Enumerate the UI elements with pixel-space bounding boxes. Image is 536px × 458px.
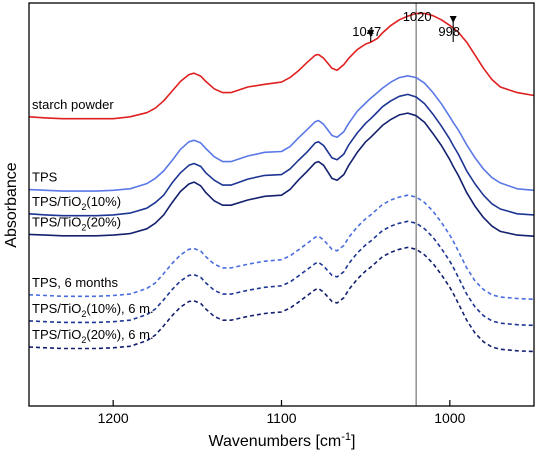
x-axis-ticks: 1200 1100 1000 <box>98 400 466 426</box>
series-line-tps-tio2-10 <box>28 93 535 217</box>
x-axis-label-superscript: -1 <box>341 431 351 443</box>
series-label-tps-tio2-10-6-m: TPS/TiO2(10%), 6 m. <box>32 301 154 319</box>
series-label-part: TPS/TiO <box>32 194 81 209</box>
series-label-part: 2 <box>81 222 86 232</box>
series-label-part: (10%) <box>86 194 121 209</box>
series-label-part: 2 <box>81 309 86 319</box>
series-line-tps-tio2-20 <box>28 112 535 237</box>
series-label-starch-powder: starch powder <box>32 97 114 112</box>
series-line-tps-tio2-20-6-m <box>28 246 535 353</box>
series-label-part: 2 <box>81 335 86 345</box>
x-tick-label: 1100 <box>266 410 296 426</box>
series-label-part: TPS/TiO <box>32 301 81 316</box>
series-label-part: (10%), 6 m. <box>86 301 153 316</box>
x-axis-label: Wavenumbers [cm-1] <box>208 431 355 450</box>
series-label-part: (20%) <box>86 214 121 229</box>
series-label-tps-6-months: TPS, 6 months <box>32 275 118 290</box>
plot-lines <box>28 3 535 406</box>
peak-label-1047: 1047 <box>352 24 381 39</box>
series-label-part: starch powder <box>32 97 114 112</box>
x-axis-label-end: ] <box>351 433 355 450</box>
series-label-part: TPS/TiO <box>32 327 81 342</box>
series-label-tps-tio2-10: TPS/TiO2(10%) <box>32 194 121 212</box>
series-line-starch-powder <box>28 12 535 120</box>
series-label-part: 2 <box>81 202 86 212</box>
series-labels: starch powderTPSTPS/TiO2(10%)TPS/TiO2(20… <box>32 97 154 345</box>
series-label-part: (20%), 6 m. <box>86 327 153 342</box>
series-label-part: TPS, 6 months <box>32 275 118 290</box>
peak-label-998: 998 <box>438 24 460 39</box>
peak-arrowhead-998 <box>449 16 457 24</box>
series-label-tps: TPS <box>32 170 58 185</box>
series-line-tps-6-months <box>28 194 535 301</box>
series-label-part: TPS <box>32 170 58 185</box>
series-label-tps-tio2-20: TPS/TiO2(20%) <box>32 214 121 232</box>
series-line-tps <box>28 75 535 192</box>
series-line-tps-tio2-10-6-m <box>28 220 535 327</box>
x-axis-label-main: Wavenumbers [cm <box>208 433 341 450</box>
peak-annotations: 1020 1047 998 <box>352 9 460 42</box>
series-label-part: TPS/TiO <box>32 214 81 229</box>
series-label-tps-tio2-20-6-m: TPS/TiO2(20%), 6 m. <box>32 327 154 345</box>
peak-arrowhead-1047 <box>367 30 375 38</box>
reference-line-label: 1020 <box>403 9 432 24</box>
x-tick-label: 1200 <box>98 410 129 426</box>
y-axis-label: Absorbance <box>3 162 20 247</box>
x-tick-label: 1000 <box>434 410 465 426</box>
